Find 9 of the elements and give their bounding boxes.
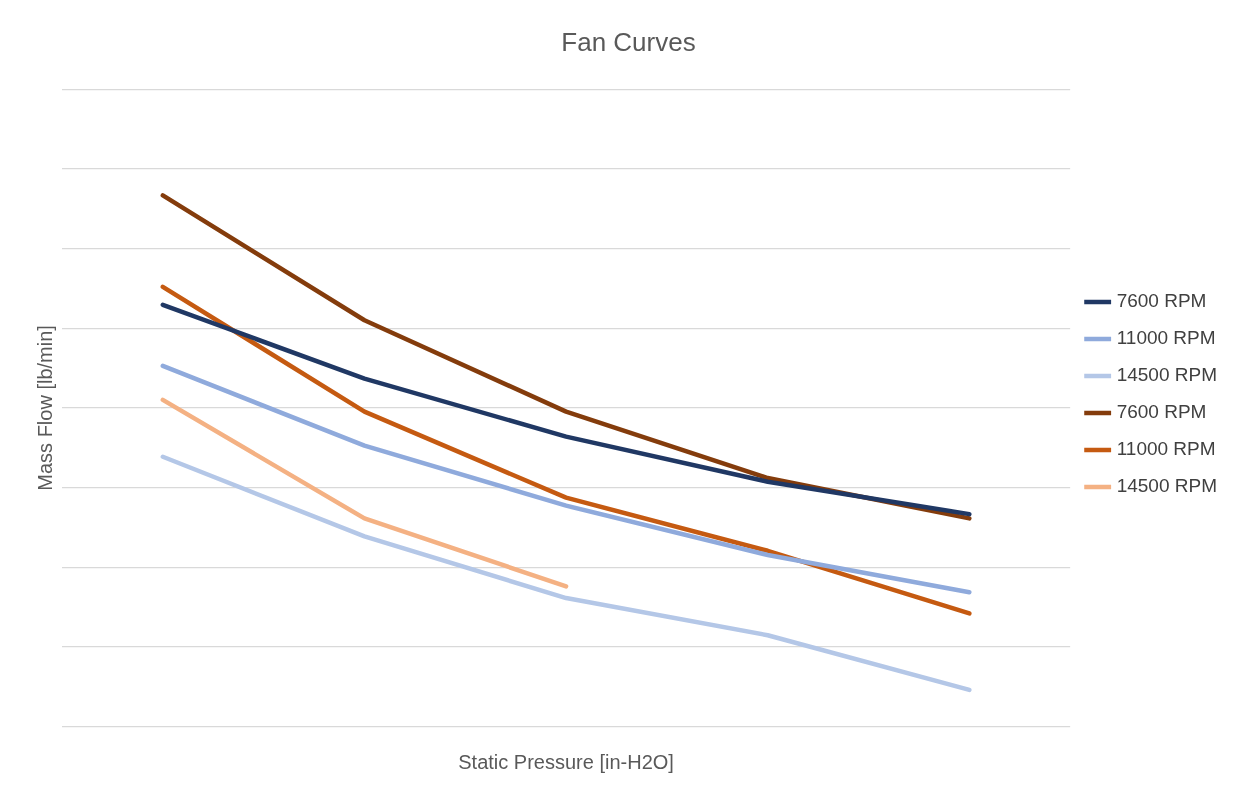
legend-label: 14500 RPM [1116,364,1218,386]
legend-label: 11000 RPM [1116,327,1216,349]
legend-label: 7600 RPM [1116,401,1207,423]
legend-label: 11000 RPM [1116,438,1216,460]
y-axis-title: Mass Flow [lb/min] [33,325,56,491]
legend-label: 14500 RPM [1116,475,1218,497]
chart-title: Fan Curves [561,26,696,57]
x-axis-title: Static Pressure [in-H2O] [458,750,674,773]
legend-label: 7600 RPM [1116,290,1207,312]
